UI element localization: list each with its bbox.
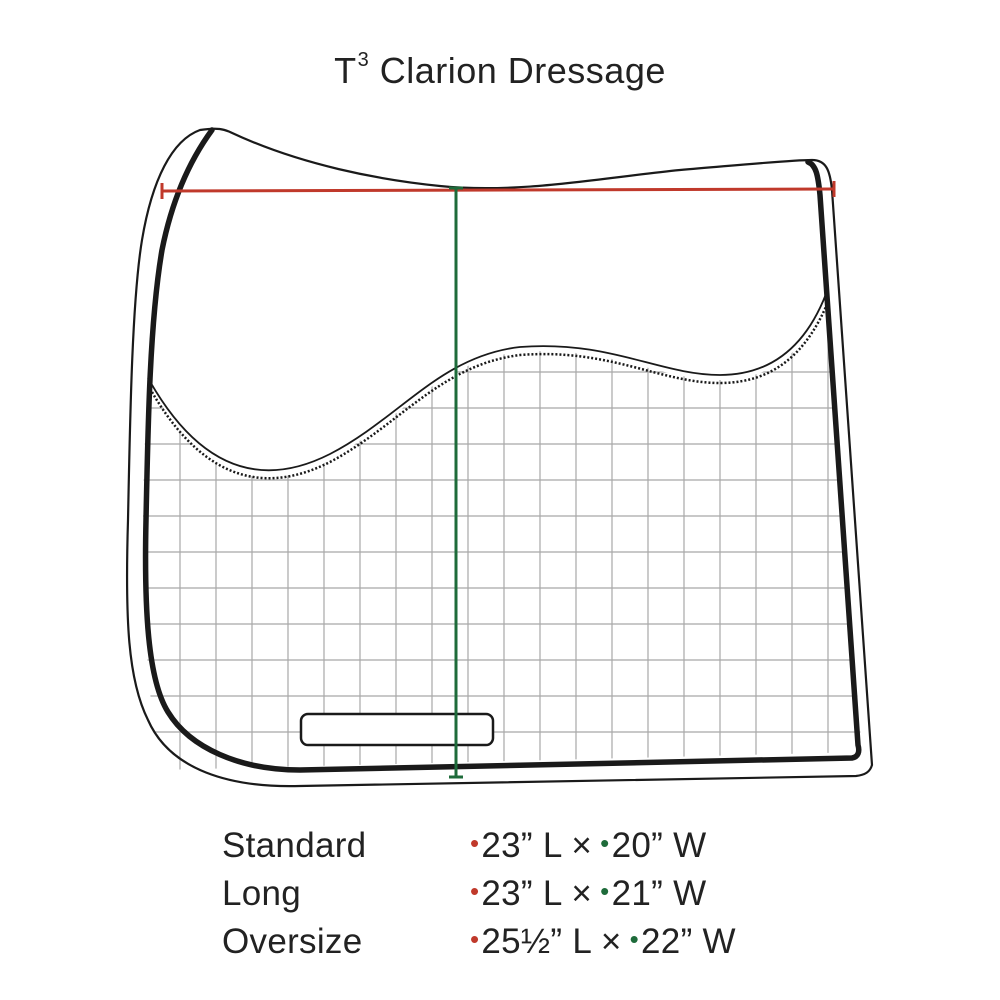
length-bullet: • <box>470 827 480 858</box>
title-main: T <box>334 50 357 91</box>
title-superscript: 3 <box>357 49 370 71</box>
size-row-standard: Standard • 23” L × • 20” W <box>222 822 922 870</box>
size-name: Oversize <box>222 922 363 961</box>
girth-strap-tab <box>299 712 495 747</box>
size-row-oversize: Oversize • 25½” L × • 22” W <box>222 918 922 966</box>
size-width: 21” W <box>611 874 707 913</box>
size-row-long: Long • 23” L × • 21” W <box>222 870 922 918</box>
size-name: Long <box>222 874 302 913</box>
page-title: T3 Clarion Dressage <box>0 49 1000 92</box>
width-bullet: • <box>600 827 610 858</box>
quilt-edge-stitch <box>146 301 830 480</box>
size-name: Standard <box>222 826 367 865</box>
width-measure-line <box>449 186 463 779</box>
size-width: 22” W <box>641 922 736 961</box>
length-bullet: • <box>470 923 480 954</box>
width-bullet: • <box>600 875 610 906</box>
width-bullet: • <box>629 923 640 954</box>
size-length: 25½” L × <box>481 922 622 961</box>
quilt-edge-line <box>147 293 827 472</box>
size-length: 23” L × <box>481 826 593 865</box>
size-length: 23” L × <box>481 874 593 913</box>
size-table: Standard • 23” L × • 20” W Long • 23” L … <box>222 822 922 966</box>
title-rest: Clarion Dressage <box>369 50 666 91</box>
length-bullet: • <box>470 875 480 906</box>
length-measure-line <box>160 181 836 199</box>
pad-binding-outline <box>142 127 862 773</box>
size-width: 20” W <box>611 826 707 865</box>
quilt-grid <box>143 330 863 770</box>
pad-outer-outline <box>125 127 874 788</box>
